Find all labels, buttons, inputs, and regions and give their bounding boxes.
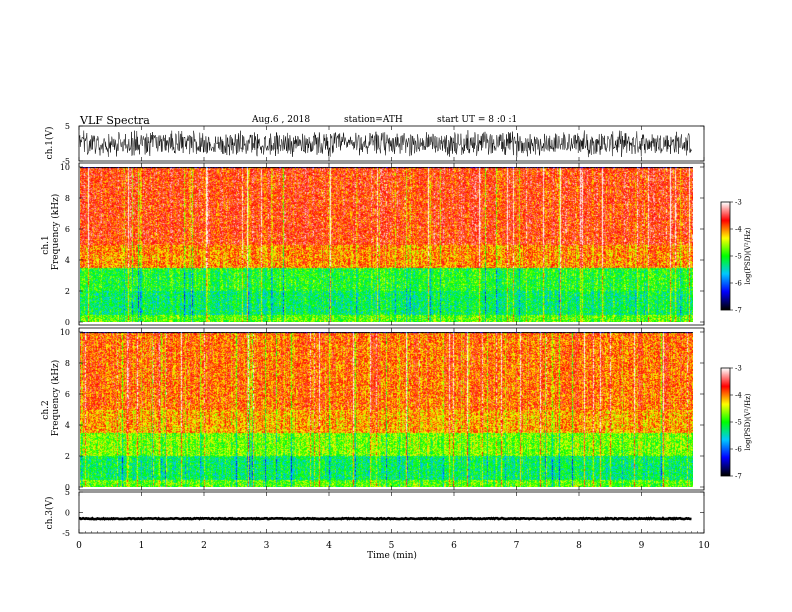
ch1-colorbar-tick-label: -5 — [735, 253, 742, 261]
ch1-colorbar-tick-label: -7 — [735, 307, 742, 315]
xtick-label: 7 — [514, 541, 520, 551]
ch2-spectrogram-ytick-label: 2 — [65, 452, 70, 461]
xtick-label: 9 — [639, 541, 645, 551]
xtick-label: 1 — [139, 541, 145, 551]
ch1-spectrogram-ytick-label: 6 — [65, 225, 70, 234]
ch1-colorbar-tick-label: -4 — [735, 226, 742, 234]
ch2-colorbar-tick-label: -6 — [735, 446, 742, 454]
ch2-spectrogram-ytick-label: 8 — [65, 359, 70, 368]
ch1-spectrogram-ytick-label: 0 — [65, 318, 70, 327]
ch1-spectrogram-channel-label: ch.1 — [41, 235, 51, 254]
xtick-label: 3 — [264, 541, 270, 551]
ch2-spectrogram-ylabel: Frequency (kHz) — [50, 360, 61, 437]
xtick-label: 8 — [576, 541, 582, 551]
ch3-waveform-ylabel: ch.3(V) — [44, 497, 55, 530]
date-label: Aug.6 , 2018 — [252, 115, 311, 125]
xtick-label: 4 — [326, 541, 332, 551]
ch2-spectrogram-ytick-label: 6 — [65, 390, 70, 399]
xtick-label: 5 — [389, 541, 395, 551]
ch1-colorbar-frame — [720, 201, 731, 311]
ch2-spectrogram-ytick-label: 4 — [65, 421, 70, 430]
ch2-colorbar-frame — [720, 367, 731, 477]
ch1-waveform-ylabel: ch.1(V) — [44, 127, 55, 160]
ch2-spectrogram-ytick-label: 10 — [60, 328, 70, 337]
ch3-waveform-ytick-label: -5 — [62, 529, 70, 538]
ch3-waveform-frame — [78, 491, 705, 534]
ch1-colorbar-tick-label: -3 — [735, 199, 742, 207]
ch1-spectrogram-heatmap — [80, 167, 693, 322]
ch2-colorbar-tick-label: -3 — [735, 365, 742, 373]
ch1-colorbar — [721, 202, 730, 310]
panel-frames — [78, 125, 731, 534]
x-axis-label: Time (min) — [367, 550, 417, 561]
ch2-colorbar-tick-label: -5 — [735, 419, 742, 427]
ch1-waveform-ytick-label: -5 — [62, 157, 70, 166]
xtick-label: 6 — [451, 541, 457, 551]
xtick-label: 0 — [76, 541, 82, 551]
ch3-waveform-ytick-label: 0 — [65, 509, 70, 518]
ch1-colorbar-label: log(PSD)(V²/Hz) — [744, 227, 752, 284]
ch1-spectrogram-ytick-label: 10 — [60, 163, 70, 172]
ch1-spectrogram-ytick-label: 4 — [65, 256, 70, 265]
ch3-waveform-line — [78, 516, 692, 521]
ch1-colorbar-tick-label: -6 — [735, 280, 742, 288]
ch2-spectrogram-channel-label: ch.2 — [41, 400, 51, 419]
ch2-spectrogram-ytick-label: 0 — [65, 483, 70, 492]
figure-title: VLF Spectra — [80, 114, 150, 127]
ch3-waveform-ytick-label: 5 — [65, 488, 70, 497]
ch1-spectrogram-ytick-label: 8 — [65, 194, 70, 203]
ch2-spectrogram-frame — [78, 327, 705, 491]
ch1-spectrogram-ytick-label: 2 — [65, 287, 70, 296]
ch2-colorbar-tick-label: -4 — [735, 392, 742, 400]
xtick-label: 10 — [698, 541, 710, 551]
ch1-waveform-series — [78, 130, 692, 158]
start-time-label: start UT = 8 :0 :1 — [437, 115, 518, 125]
xtick-label: 2 — [201, 541, 207, 551]
axis-ticks: -3-4-5-6-7-3-4-5-6-75-50246810024681050-… — [60, 122, 743, 551]
ch1-spectrogram-ylabel: Frequency (kHz) — [50, 194, 61, 271]
ch2-spectrogram-heatmap — [80, 332, 693, 487]
ch2-colorbar-label: log(PSD)(V²/Hz) — [744, 393, 752, 450]
ch2-colorbar — [721, 368, 730, 476]
ch1-waveform-line — [78, 130, 692, 158]
ch1-spectrogram-frame — [78, 162, 705, 326]
ch3-waveform-series — [78, 516, 692, 521]
ch1-waveform-ytick-label: 5 — [65, 122, 70, 131]
ch2-colorbar-tick-label: -7 — [735, 473, 742, 481]
station-label: station=ATH — [344, 115, 403, 125]
